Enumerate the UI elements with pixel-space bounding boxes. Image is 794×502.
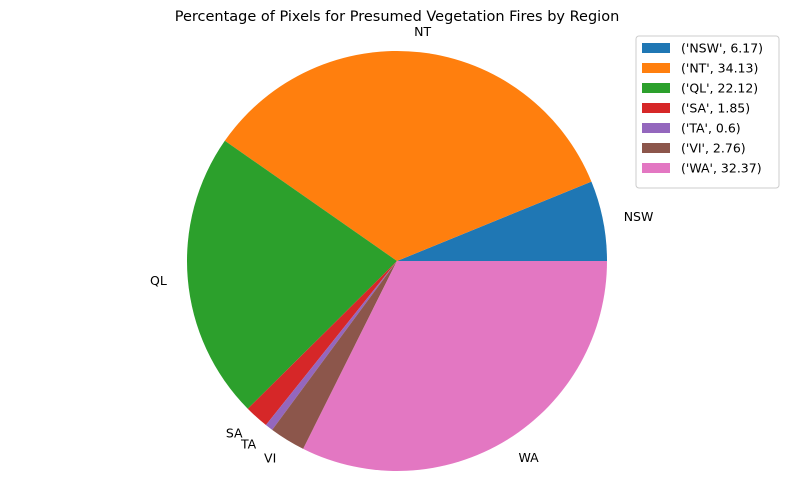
pie-slice-sa xyxy=(247,261,397,426)
legend-label-ta: ('TA', 0.6) xyxy=(681,121,741,136)
legend-swatch-nt xyxy=(642,63,670,73)
chart-title: Percentage of Pixels for Presumed Vegeta… xyxy=(175,9,620,25)
legend-label-nsw: ('NSW', 6.17) xyxy=(681,41,763,56)
legend-swatch-wa xyxy=(642,163,670,173)
slice-label-ql: QL xyxy=(150,273,167,288)
pie-slice-ta xyxy=(265,261,397,430)
legend: ('NSW', 6.17) ('NT', 34.13) ('QL', 22.12) (… xyxy=(635,35,780,189)
slice-label-nsw: NSW xyxy=(624,209,654,224)
legend-label-nt: ('NT', 34.13) xyxy=(681,61,758,76)
pie-slice-nsw xyxy=(397,181,607,261)
legend-swatch-ql xyxy=(642,83,670,93)
legend-swatch-sa xyxy=(642,103,670,113)
legend-swatch-nsw xyxy=(642,43,670,53)
legend-swatch-vi xyxy=(642,143,670,153)
pie-slice-nt xyxy=(224,50,592,261)
pie-slice-wa xyxy=(303,261,607,471)
slice-label-wa: WA xyxy=(519,450,540,465)
legend-swatch-ta xyxy=(642,123,670,133)
legend-label-sa: ('SA', 1.85) xyxy=(681,101,750,116)
legend-label-vi: ('VI', 2.76) xyxy=(681,141,746,156)
slice-label-nt: NT xyxy=(414,24,431,39)
slice-label-sa: SA xyxy=(226,425,243,440)
slice-label-ta: TA xyxy=(240,437,257,452)
pie-slice-vi xyxy=(272,261,397,449)
legend-label-wa: ('WA', 32.37) xyxy=(681,161,762,176)
pie-slice-ql xyxy=(187,140,397,409)
legend-label-ql: ('QL', 22.12) xyxy=(681,81,758,96)
legend-frame xyxy=(635,35,780,189)
slice-label-vi: VI xyxy=(264,451,276,466)
